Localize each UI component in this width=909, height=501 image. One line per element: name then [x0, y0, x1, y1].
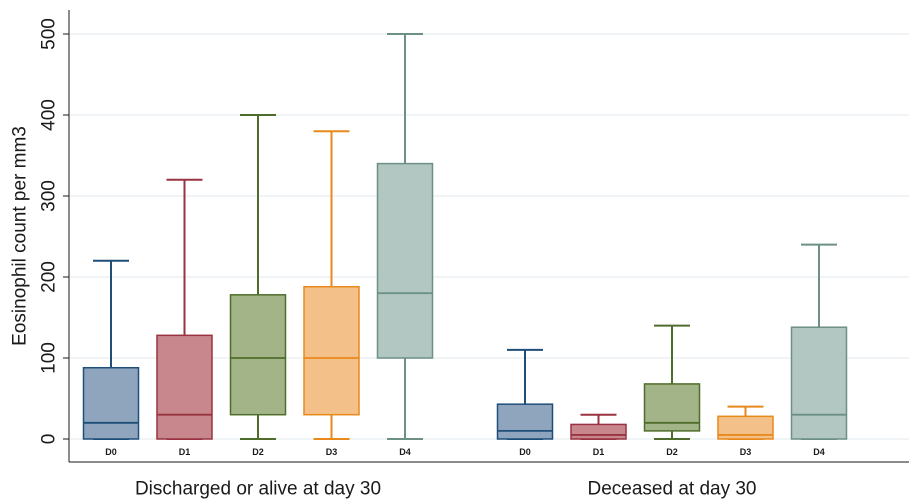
y-tick-label: 0 — [39, 434, 60, 445]
group-label: Discharged or alive at day 30 — [135, 479, 381, 500]
iqr-box — [790, 326, 848, 440]
category-label: D1 — [179, 447, 191, 457]
box-alive-d0 — [82, 259, 140, 440]
category-label: D2 — [666, 447, 678, 457]
y-tick-label: 200 — [39, 261, 60, 293]
iqr-box — [303, 285, 360, 416]
iqr-box — [496, 403, 554, 440]
y-tick-label: 500 — [39, 18, 60, 50]
y-axis-title: Eosinophil count per mm3 — [10, 126, 31, 346]
labels: 0 100 200 300 400 500 Eosinophil count per mm3… — [10, 18, 825, 499]
box-deceased-d0 — [496, 348, 554, 440]
category-label: D2 — [252, 447, 264, 457]
iqr-box — [717, 415, 774, 440]
category-label: D3 — [326, 447, 338, 457]
box-alive-d3 — [303, 130, 360, 440]
box-deceased-d4 — [790, 243, 848, 440]
box-alive-d1 — [156, 178, 213, 440]
axes — [63, 10, 909, 463]
category-label: D0 — [519, 447, 531, 457]
iqr-box — [82, 366, 140, 440]
iqr-box — [376, 162, 434, 359]
box-alive-d4 — [376, 33, 434, 440]
y-tick-label: 400 — [39, 99, 60, 131]
iqr-box — [643, 383, 701, 432]
box-series — [82, 33, 848, 440]
category-label: D4 — [399, 447, 411, 457]
category-label: D4 — [813, 447, 825, 457]
box-alive-d2 — [229, 114, 287, 440]
category-label: D1 — [593, 447, 605, 457]
y-tick-label: 300 — [39, 180, 60, 212]
box-deceased-d2 — [643, 324, 701, 440]
group-label: Deceased at day 30 — [587, 479, 756, 500]
box-deceased-d1 — [570, 413, 627, 440]
iqr-box — [570, 423, 627, 440]
category-label: D3 — [740, 447, 752, 457]
iqr-box — [229, 294, 287, 416]
category-label: D0 — [105, 447, 117, 457]
y-tick-label: 100 — [39, 342, 60, 374]
iqr-box — [156, 334, 213, 440]
box-deceased-d3 — [717, 405, 774, 440]
